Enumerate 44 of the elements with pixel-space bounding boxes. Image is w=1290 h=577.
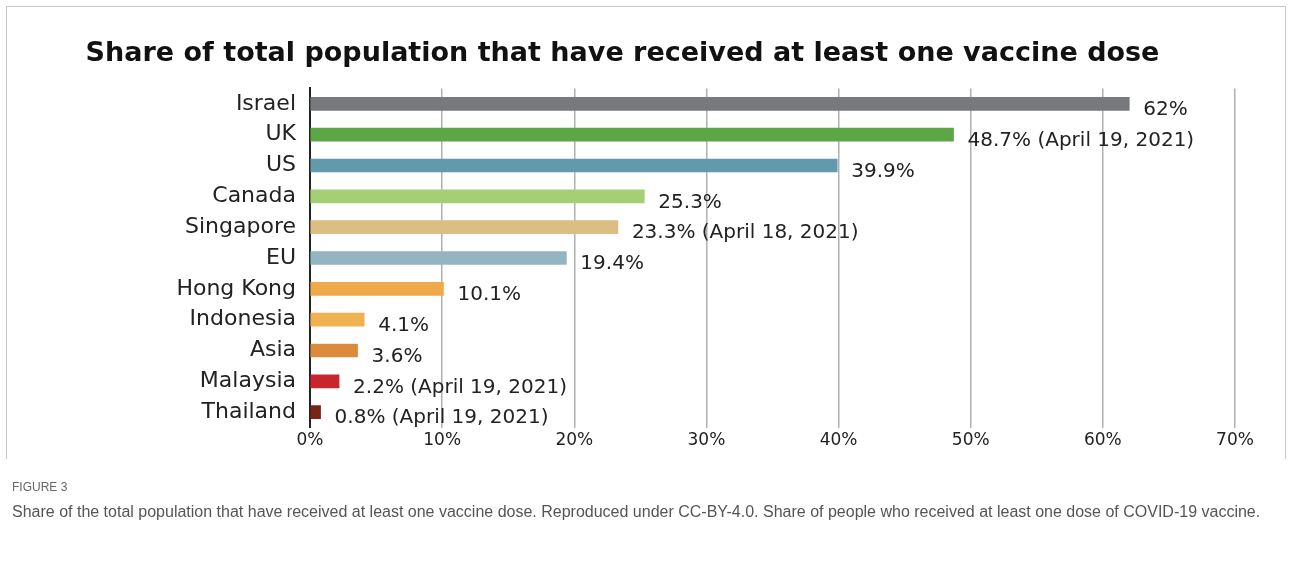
data-label: 2.2% (April 19, 2021) xyxy=(353,373,567,398)
data-label: 3.6% xyxy=(371,342,423,367)
y-tick-label: Canada xyxy=(212,182,296,208)
y-tick-label: Indonesia xyxy=(189,305,296,331)
x-tick-label: 60% xyxy=(1083,429,1122,450)
bar xyxy=(310,158,838,173)
data-label: 25.3% xyxy=(658,188,722,213)
data-label: 4.1% xyxy=(378,311,429,336)
bar xyxy=(310,282,444,296)
y-tick-label: Thailand xyxy=(200,397,296,423)
x-tick-label: 70% xyxy=(1216,429,1254,450)
bar xyxy=(310,189,645,204)
caption: FIGURE 3 xyxy=(12,480,69,494)
data-label: 23.3% (April 18, 2021) xyxy=(631,219,859,244)
x-tick-label: 40% xyxy=(819,429,858,450)
bar xyxy=(310,405,321,420)
x-tick-label: 0% xyxy=(296,429,324,450)
data-label: 0.8% (April 19, 2021) xyxy=(334,404,549,429)
chart-title: Share of total population that have received at least one vaccine dose xyxy=(85,36,1160,68)
x-tick-label: 10% xyxy=(423,429,462,450)
data-label: 10.1% xyxy=(457,281,522,306)
bar xyxy=(310,127,954,142)
y-tick-label: Singapore xyxy=(185,212,296,238)
x-tick-label: 20% xyxy=(555,429,594,450)
y-tick-label: US xyxy=(265,151,296,177)
data-label: 39.9% xyxy=(851,157,915,182)
x-tick-label: 50% xyxy=(951,429,990,450)
y-tick-label: Asia xyxy=(249,336,296,362)
y-tick-label: UK xyxy=(265,120,297,146)
y-tick-label: Israel xyxy=(235,89,296,115)
data-label: 19.4% xyxy=(580,250,644,275)
bar xyxy=(310,96,1130,111)
y-tick-label: EU xyxy=(265,243,296,269)
bar xyxy=(310,251,567,265)
data-label: 48.7% (April 19, 2021) xyxy=(967,126,1195,151)
bar xyxy=(310,312,365,327)
bar xyxy=(310,374,340,389)
text: Share of the total population that have received at least one vaccine dose. Reproduced under CC-BY-4.0. Share of people who received at least one dose of COVID-19 vaccine. xyxy=(12,502,1262,522)
data-label: 62% xyxy=(1143,96,1188,121)
x-tick-label: 30% xyxy=(687,429,726,450)
y-tick-label: Malaysia xyxy=(199,367,296,393)
y-tick-label: Hong Kong xyxy=(176,274,296,300)
bar xyxy=(310,220,619,234)
bar xyxy=(310,343,358,358)
